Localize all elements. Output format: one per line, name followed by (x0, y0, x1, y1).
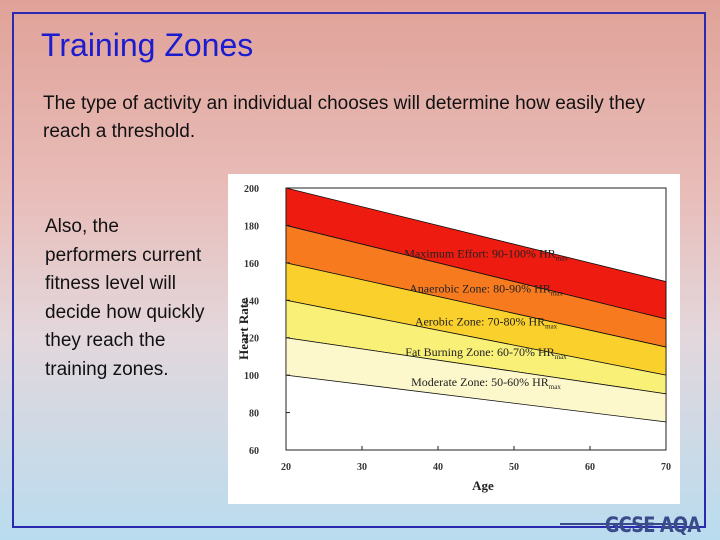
zone-moderate-label: Moderate Zone: 50-60% HRmax (411, 375, 561, 391)
zone-fat-burning-label: Fat Burning Zone: 60-70% HRmax (405, 345, 567, 361)
y-tick-label: 160 (244, 259, 259, 270)
zone-maximum-effort-label: Maximum Effort: 90-100% HRmax (404, 247, 568, 263)
gcse-aqa-logo: GCSE AQA (604, 513, 701, 537)
y-axis-label: Heart Rate (236, 298, 251, 360)
y-tick-label: 80 (249, 409, 259, 420)
side-text: Also, the performers current fitness lev… (45, 216, 205, 380)
x-tick-label: 20 (281, 462, 291, 473)
zone-anaerobic-label: Anaerobic Zone: 80-90% HRmax (409, 282, 563, 298)
logo-underline (560, 523, 685, 525)
intro-text: The type of activity an individual choos… (43, 93, 645, 142)
slide-frame (12, 12, 706, 528)
x-tick-label: 70 (661, 462, 671, 473)
x-tick-label: 30 (357, 462, 367, 473)
y-tick-label: 200 (244, 184, 259, 195)
y-tick-label: 100 (244, 371, 259, 382)
zone-moderate-band (285, 337, 667, 423)
y-tick-label: 140 (244, 296, 259, 307)
x-tick-label: 50 (509, 462, 519, 473)
x-tick-label: 60 (585, 462, 595, 473)
x-axis-label: Age (472, 478, 494, 493)
y-tick-label: 180 (244, 221, 259, 232)
zone-aerobic-label: Aerobic Zone: 70-80% HRmax (415, 314, 558, 330)
y-tick-label: 120 (244, 334, 259, 345)
slide-title: Training Zones (41, 27, 254, 63)
x-tick-label: 40 (433, 462, 443, 473)
heart-rate-chart-svg: Maximum Effort: 90-100% HRmax Anaerobic Z… (236, 184, 671, 493)
heart-rate-chart: Maximum Effort: 90-100% HRmax Anaerobic Z… (228, 174, 680, 504)
y-tick-label: 60 (249, 446, 259, 457)
